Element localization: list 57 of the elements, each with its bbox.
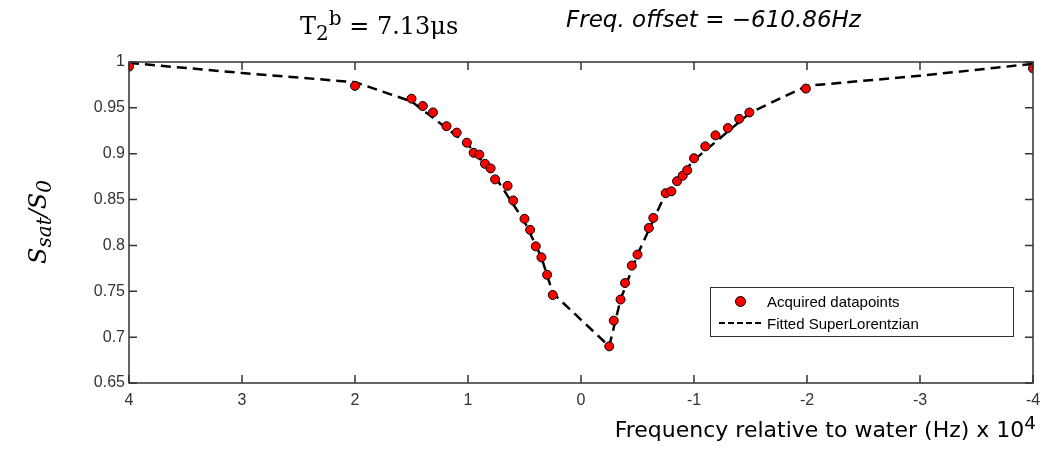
point: [626, 260, 637, 271]
point: [604, 341, 615, 352]
chart-subtitle: Freq. offset = −610.86Hz: [566, 6, 861, 32]
x-tick-label: 4: [124, 391, 134, 409]
point: [441, 121, 452, 132]
point: [525, 224, 536, 235]
legend-label: Acquired datapoints: [767, 292, 900, 310]
point: [461, 137, 472, 148]
y-tick-label: 0.65: [93, 373, 126, 391]
point: [643, 223, 654, 233]
point: [417, 101, 428, 112]
x-tick-label: -2: [799, 391, 815, 409]
point: [734, 113, 745, 124]
point: [689, 153, 699, 164]
point: [682, 165, 693, 176]
point: [508, 195, 519, 206]
point: [648, 212, 659, 223]
point: [710, 130, 721, 141]
point: [451, 127, 462, 138]
point: [700, 141, 711, 152]
y-tick-label: 0.85: [93, 189, 126, 207]
y-tick-label: 0.9: [102, 144, 126, 162]
point: [608, 315, 619, 326]
point: [490, 174, 501, 185]
point: [502, 180, 513, 191]
x-tick-label: 3: [237, 391, 247, 409]
point: [542, 269, 553, 280]
x-axis-title: Frequency relative to water (Hz) x 10$^{4}$: [614, 412, 1036, 443]
point: [350, 80, 360, 91]
x-tick-label: -4: [1025, 391, 1041, 409]
point: [519, 213, 530, 224]
point: [474, 149, 485, 160]
point: [536, 252, 547, 263]
x-tick-label: 1: [463, 391, 473, 409]
x-tick-label: 0: [576, 391, 586, 409]
y-tick-label: 0.7: [102, 327, 126, 345]
y-tick-label: 0.8: [102, 235, 126, 253]
point: [620, 278, 631, 289]
legend-label: Fitted SuperLorentzian: [767, 314, 919, 332]
point: [744, 107, 755, 118]
y-tick-label: 0.75: [93, 281, 126, 299]
point: [427, 107, 438, 118]
point: [800, 83, 811, 94]
y-tick-label: 0.95: [93, 98, 126, 116]
point: [530, 241, 541, 252]
point: [615, 294, 626, 305]
x-tick-label: -3: [912, 391, 928, 409]
point: [485, 163, 496, 174]
point: [406, 93, 417, 104]
point: [666, 186, 677, 197]
point: [722, 123, 733, 134]
point: [547, 289, 558, 300]
x-tick-label: 2: [350, 391, 360, 409]
point: [632, 249, 643, 260]
x-tick-label: -1: [686, 391, 702, 409]
chart-title: T$_{2}$$^{b}$ = 7.13μs: [300, 6, 459, 45]
y-tick-label: 1: [116, 52, 126, 70]
